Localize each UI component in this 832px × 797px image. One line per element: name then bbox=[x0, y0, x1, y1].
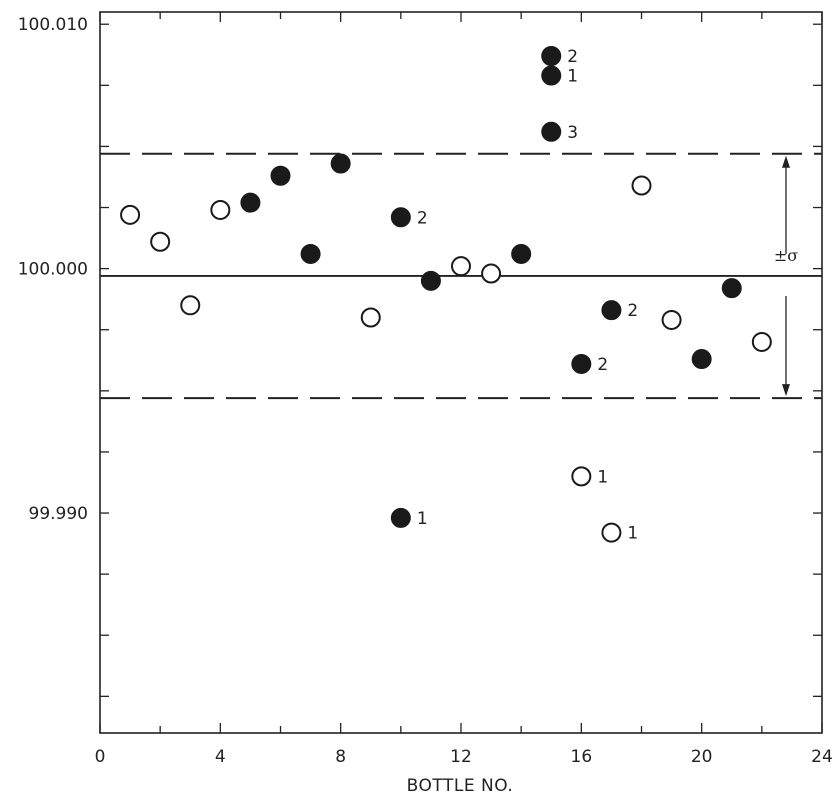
filled-point bbox=[390, 207, 411, 228]
plot-border bbox=[99, 11, 823, 734]
x-axis-title: BOTTLE NO. bbox=[407, 776, 514, 796]
filled-point bbox=[270, 165, 291, 186]
point-annotation: 2 bbox=[417, 208, 428, 228]
plot-frame bbox=[99, 11, 823, 734]
filled-point bbox=[300, 243, 321, 264]
filled-point bbox=[511, 243, 532, 264]
point-annotation: 1 bbox=[417, 509, 428, 529]
open-point bbox=[751, 331, 772, 352]
filled-point bbox=[541, 65, 562, 86]
x-tick-label: 12 bbox=[450, 747, 472, 767]
open-point bbox=[571, 466, 592, 487]
point-annotation: 1 bbox=[627, 524, 638, 544]
point-annotation: 2 bbox=[567, 47, 578, 67]
point-annotation: 1 bbox=[567, 67, 578, 87]
open-point bbox=[120, 204, 141, 225]
y-tick-label: 100.010 bbox=[18, 15, 88, 35]
sigma-arrow-up-head bbox=[782, 155, 790, 168]
sigma-arrow-down-head bbox=[782, 384, 790, 397]
point-annotation: 3 bbox=[567, 123, 578, 143]
sigma-band-label: ±σ bbox=[774, 246, 798, 265]
x-tick-label: 4 bbox=[215, 747, 226, 767]
open-point bbox=[210, 199, 231, 220]
filled-point bbox=[691, 349, 712, 370]
open-point bbox=[451, 256, 471, 277]
filled-point bbox=[601, 300, 622, 321]
y-tick-label: 99.990 bbox=[29, 504, 88, 524]
open-point bbox=[601, 522, 622, 543]
open-point bbox=[150, 231, 171, 252]
x-tick-label: 0 bbox=[95, 747, 106, 767]
open-point bbox=[180, 295, 201, 316]
x-tick-label: 16 bbox=[571, 747, 593, 767]
filled-point bbox=[541, 45, 562, 66]
open-point bbox=[631, 175, 652, 196]
filled-point bbox=[240, 192, 261, 213]
open-point bbox=[481, 263, 502, 284]
filled-point bbox=[390, 507, 411, 528]
filled-point bbox=[420, 270, 441, 291]
filled-point bbox=[721, 278, 742, 299]
open-point bbox=[661, 309, 682, 330]
y-tick-label: 100.000 bbox=[18, 260, 88, 280]
point-annotation: 1 bbox=[597, 467, 608, 487]
point-annotation: 2 bbox=[597, 355, 608, 375]
x-tick-label: 8 bbox=[335, 747, 346, 767]
x-tick-label: 24 bbox=[811, 747, 832, 767]
filled-point bbox=[330, 153, 351, 174]
filled-point bbox=[571, 353, 592, 374]
filled-point bbox=[541, 121, 562, 142]
point-annotation: 2 bbox=[627, 301, 638, 321]
open-point bbox=[360, 307, 381, 328]
data-points bbox=[120, 45, 772, 543]
x-tick-label: 20 bbox=[691, 747, 713, 767]
